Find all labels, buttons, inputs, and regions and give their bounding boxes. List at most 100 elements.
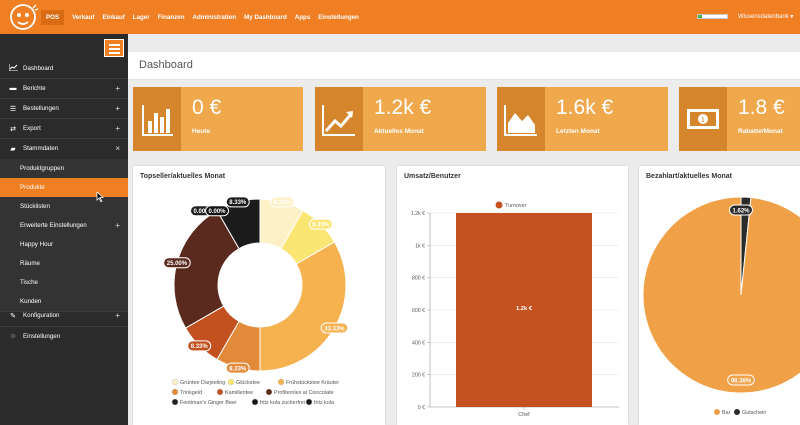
svg-text:Kamillentee: Kamillentee [225,390,253,396]
sidebar-item-dashboard[interactable]: Dashboard [0,59,128,78]
expand-plus-icon[interactable]: + [115,124,120,133]
svg-text:Trinkgeld: Trinkgeld [180,390,202,396]
legend-item[interactable]: Frühstückstee Kräuter [277,378,339,386]
sidebar-item-bestellungen[interactable]: ☰ Bestellungen + [0,99,128,118]
sidebar-subitem-erweiterte-einstellungen[interactable]: Erweiterte Einstellungen + [0,216,128,235]
nav-verkauf[interactable]: Verkauf [72,13,95,21]
user-name-label: Wissensdatenbank [738,14,789,20]
nav-pos[interactable]: POS [41,9,65,25]
kpi-value: 1.6k € [556,96,614,119]
line-chart-icon [8,64,18,73]
collapse-close-icon[interactable]: × [115,144,120,153]
divider [0,138,128,139]
legend-item[interactable]: Gutschein [734,409,766,416]
svg-text:Turnover: Turnover [505,203,527,209]
nav-einkauf[interactable]: Einkauf [102,13,125,21]
sidebar-item-einstellungen[interactable]: ○ Einstellungen [0,327,128,346]
legend-item[interactable]: Kamillentee [216,388,253,396]
svg-text:Fentiman's Ginger Beer: Fentiman's Ginger Beer [180,400,237,406]
panel-umsatz: Umsatz/Benutzer Turnover 0 € 200 € 400 € 600… [397,166,628,425]
legend-item[interactable]: Grüntee Darjeeling [171,378,225,386]
sidebar-item-export[interactable]: ⇄ Export + [0,119,128,138]
sidebar-subitem-tische[interactable]: Tische [0,273,128,292]
umsatz-bar-chart[interactable]: Turnover 0 € 200 € 400 € 600 € 800 € 1k € 1.2k … [397,175,628,425]
svg-text:8.33%: 8.33% [312,222,330,228]
sidebar-subitem-produktgruppen[interactable]: Produktgruppen [0,159,128,178]
divider [0,78,128,79]
bar-value-label: 1.2k € [516,306,533,312]
y-tick-label: 1k € [415,243,425,249]
wrench-icon: ✎ [10,312,16,320]
sidebar-item-stammdaten[interactable]: ▰ Stammdaten × [0,139,128,158]
nav-lager[interactable]: Lager [132,13,150,21]
y-tick-label: 0 € [418,405,425,411]
sidebar-item-label: Export [23,125,41,132]
legend-item[interactable]: Turnover [495,201,527,210]
sidebar-subitem-label: Erweiterte Einstellungen [20,222,87,229]
slice-value-label: 98.38% [727,374,755,386]
sidebar-item-konfiguration[interactable]: ✎ Konfiguration + [0,306,128,325]
sidebar-item-berichte[interactable]: ▬ Berichte + [0,79,128,98]
svg-text:98.38%: 98.38% [731,378,752,384]
sidebar-subitem-raeume[interactable]: Räume [0,254,128,273]
expand-plus-icon[interactable]: + [115,311,120,320]
legend-item[interactable]: Trinkgeld [171,388,202,396]
slice-value-label: 8.33% [308,218,333,230]
kpi-value: 1.8 € [738,96,785,119]
sidebar-subitem-happy-hour[interactable]: Happy Hour [0,235,128,254]
kpi-label: Heute [192,128,211,135]
hamburger-menu-icon[interactable] [104,39,124,57]
nav-apps[interactable]: Apps [294,13,311,21]
area-chart-icon [497,87,545,151]
bezahlart-pie-chart[interactable]: 98.38% 1.62% Bar Gutschein [639,175,800,425]
expand-plus-icon[interactable]: + [115,84,120,93]
chevron-down-icon: ▾ [790,14,794,20]
user-menu[interactable]: Wissensdatenbank ▾ [738,13,793,20]
svg-text:1: 1 [701,117,705,124]
app-logo[interactable] [6,2,40,32]
sidebar-subitem-produkte[interactable]: Produkte [0,178,128,197]
bar-chart-icon [133,87,181,151]
legend-item[interactable]: Glückstee [227,378,260,386]
legend-item[interactable]: Fentiman's Ginger Beer [171,398,237,406]
legend-item[interactable]: Bar [714,409,731,416]
pie-slice[interactable] [642,196,800,394]
sidebar-item-label: Dashboard [23,65,54,72]
sidebar-subitem-stuecklisten[interactable]: Stücklisten [0,197,128,216]
svg-text:fritz kola zuckerfrei: fritz kola zuckerfrei [260,400,305,406]
svg-text:8.33%: 8.33% [274,200,292,206]
kpi-value: 0 € [192,96,222,119]
svg-text:Frühstückstee Kräuter: Frühstückstee Kräuter [286,380,339,386]
sidebar-item-label: Einstellungen [23,333,61,340]
bar[interactable] [456,213,592,407]
sidebar-subitem-kunden[interactable]: Kunden [0,292,128,311]
page-title: Dashboard [139,59,193,71]
slice-value-label: 8.33% [187,340,212,352]
nav-administration[interactable]: Administration [192,13,237,21]
legend-item[interactable]: fritz kola [305,398,334,406]
topseller-donut-chart[interactable]: 8.33% 8.33% 33.33% 8.33% 8.33% 25.00% 0.00%0.0… [133,175,385,425]
svg-text:Bar: Bar [722,410,731,416]
sidebar-subitem-label: Produktgruppen [20,165,65,172]
y-tick-label: 200 € [412,373,425,379]
panel-title: Topseller/aktuelles Monat [140,173,226,180]
kpi-card-discounts: 1 1.8 € Rabatte/Monat [679,87,800,151]
nav-finanzen[interactable]: Finanzen [157,13,185,21]
sidebar-item-label: Stammdaten [23,145,59,152]
list-icon: ☰ [9,105,17,113]
folder-icon: ▰ [10,145,16,153]
expand-plus-icon[interactable]: + [115,221,120,230]
kpi-label: Aktuelles Monat [374,128,424,135]
slice-value-label: 8.33% [270,196,295,208]
sidebar-subitem-label: Stücklisten [20,203,50,210]
expand-plus-icon[interactable]: + [115,104,120,113]
y-tick-label: 1.2k € [411,211,425,217]
svg-text:0.00%: 0.00% [194,209,212,215]
legend-item[interactable]: fritz kola zuckerfrei [251,398,305,406]
donut-slice[interactable] [259,241,347,372]
kpi-label: Letzten Monat [556,128,600,135]
nav-einstellungen[interactable]: Einstellungen [318,13,359,21]
legend-item[interactable]: Profiteroles al Cioccolate [265,388,334,396]
svg-text:Grüntee Darjeeling: Grüntee Darjeeling [180,380,225,386]
nav-my-dashboard[interactable]: My Dashboard [244,13,287,21]
